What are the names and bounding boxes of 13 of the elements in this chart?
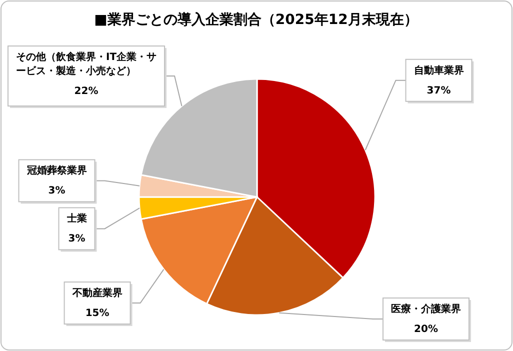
data-label: 37% — [426, 85, 451, 96]
slice-label: 士業 — [66, 212, 87, 225]
slice-label: 不動産業界 — [71, 287, 122, 300]
data-label: 3% — [68, 234, 86, 245]
data-label: 22% — [74, 86, 98, 97]
data-label: 15% — [85, 308, 110, 320]
slice-label: 医療・介護業界 — [391, 303, 461, 315]
data-label: 20% — [414, 324, 438, 335]
slice-label: その他（飲食業界・IT企業・サービス・製造・小売など） — [16, 51, 157, 77]
slice-label: 冠婚葬祭業界 — [26, 164, 87, 177]
data-label: 3% — [48, 186, 66, 197]
chart-title: ■業界ごとの導入企業割合（2025年12月末現在） — [94, 11, 418, 28]
slice-label: 自動車業界 — [414, 64, 464, 76]
